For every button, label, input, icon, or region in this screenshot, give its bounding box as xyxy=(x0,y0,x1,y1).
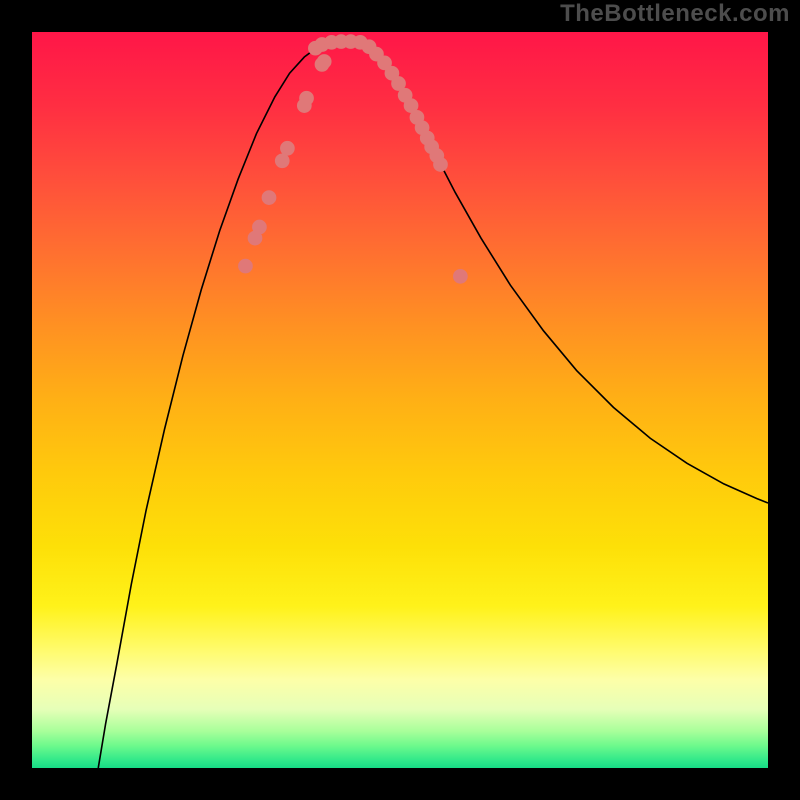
curve-marker xyxy=(433,157,448,172)
curve-marker xyxy=(262,190,277,205)
curve-marker xyxy=(299,91,314,106)
curve-marker xyxy=(453,269,468,284)
curve-marker xyxy=(238,259,253,274)
curve-marker xyxy=(275,153,290,168)
chart-frame: TheBottleneck.com xyxy=(0,0,800,800)
curve-markers xyxy=(238,34,468,284)
curve-marker xyxy=(317,54,332,69)
plot-area xyxy=(32,32,768,768)
watermark-text: TheBottleneck.com xyxy=(560,0,790,28)
bottleneck-curve-layer xyxy=(32,32,768,768)
curve-marker xyxy=(280,141,295,156)
curve-marker xyxy=(252,220,267,235)
